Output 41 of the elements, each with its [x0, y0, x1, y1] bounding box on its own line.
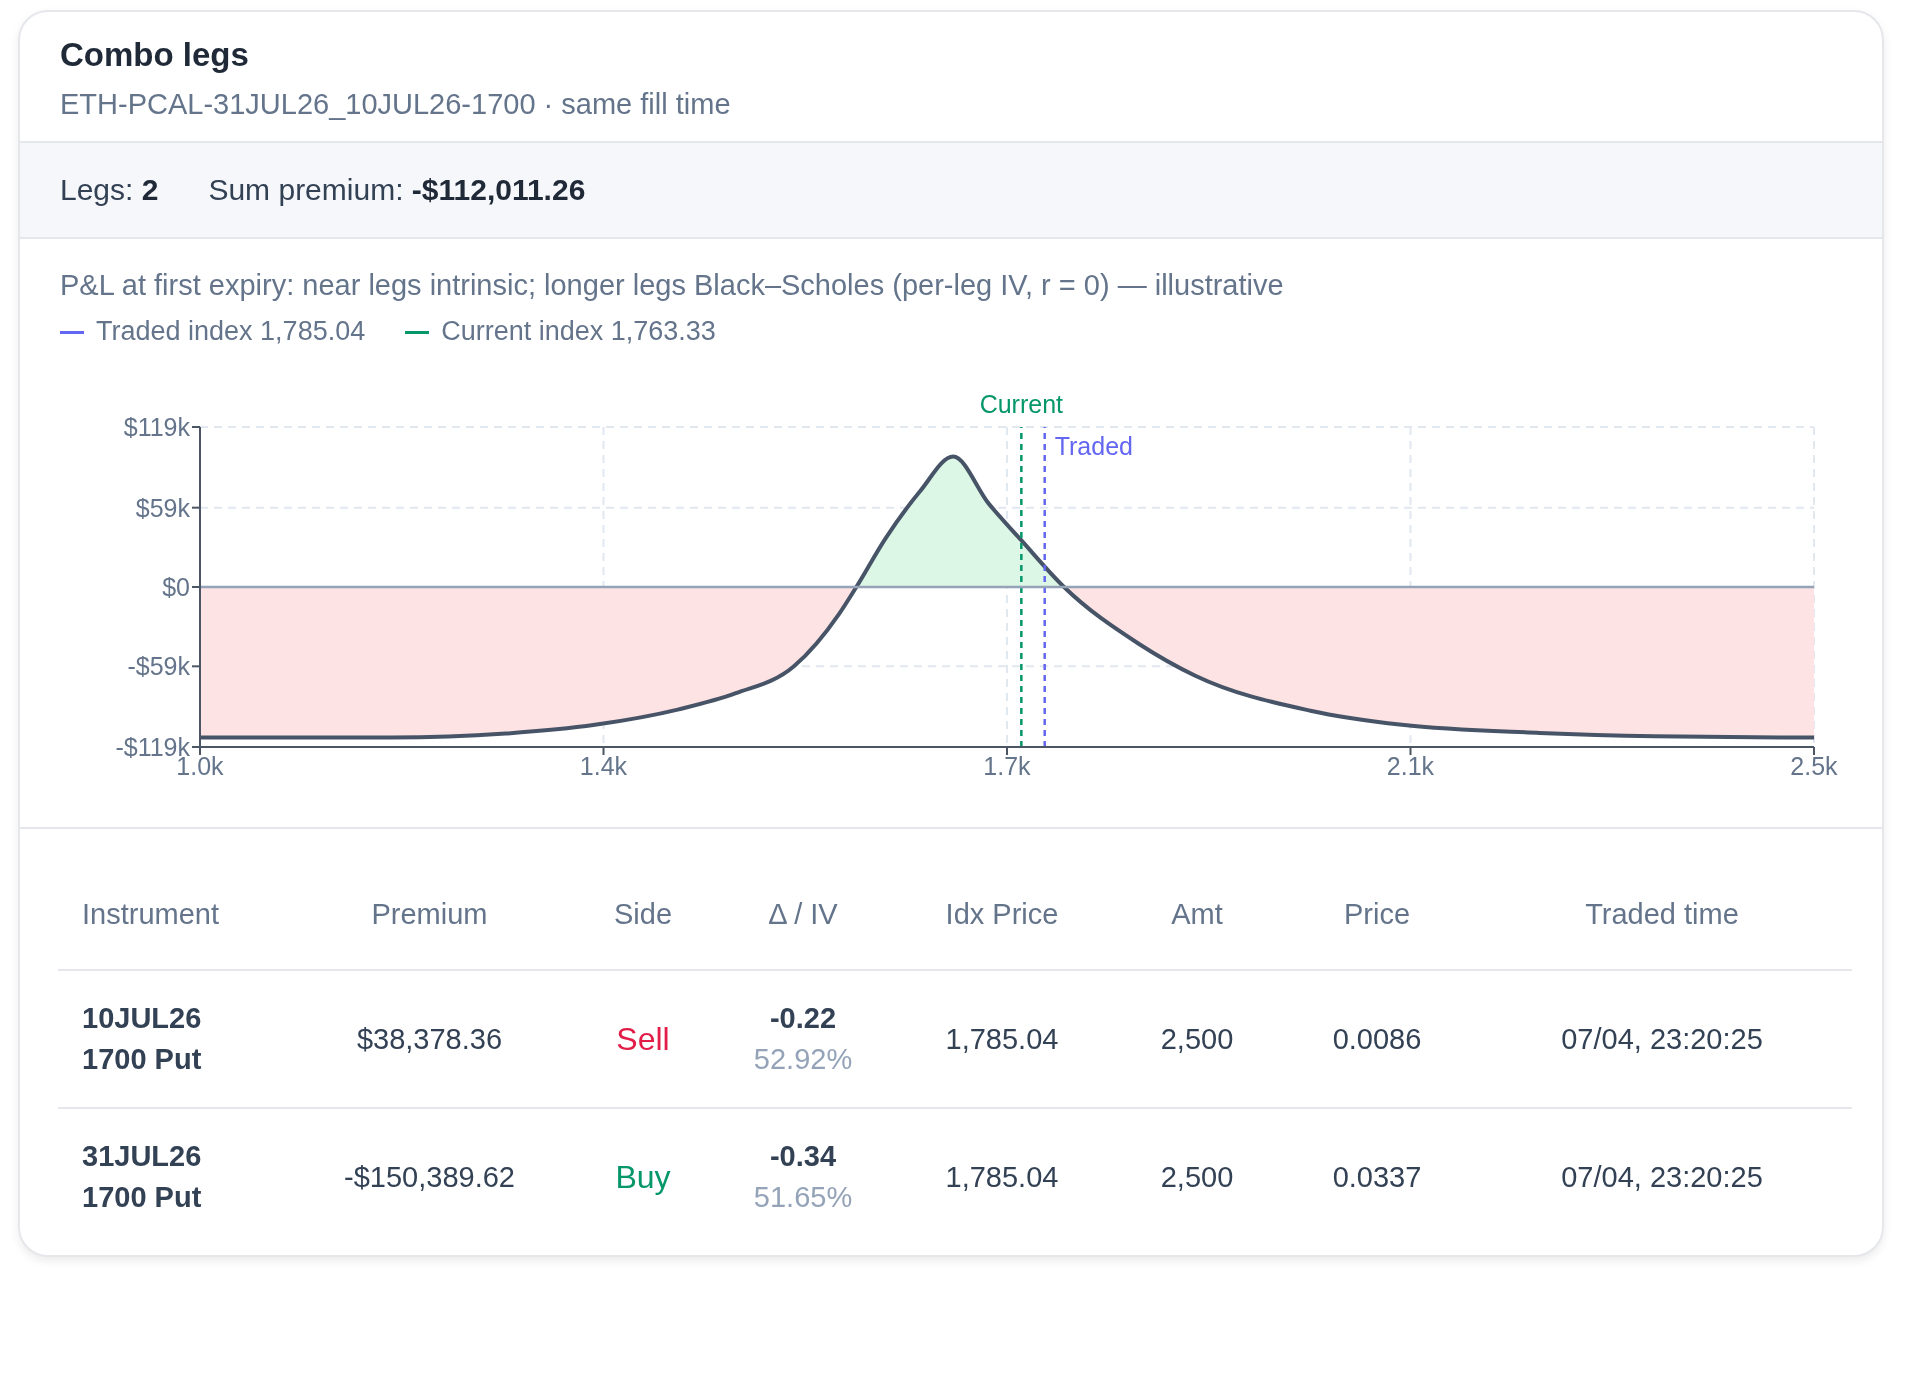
text: Amt — [1170, 896, 1224, 932]
text: Premium — [370, 896, 489, 932]
chart-subtitle: ETH-PCAL-31JUL26_10JUL26-1700 · same fill time — [60, 88, 732, 121]
text: Price — [1342, 896, 1412, 932]
text: 07/04, 23:20:25 — [1560, 1021, 1764, 1057]
text: Current index 1,763.33 — [440, 316, 716, 347]
text: 0.0086 — [1331, 1021, 1423, 1057]
text: Sum premium: -$112,011.26 — [208, 173, 586, 206]
text: 1,785.04 — [944, 1021, 1060, 1057]
ref-line-label: Current — [979, 390, 1064, 418]
ref-line-label: Traded — [1054, 431, 1133, 460]
text: Legs: 2 — [60, 173, 159, 206]
x-tick-label: 2.5k — [1790, 751, 1839, 780]
y-tick-label: $0 — [162, 572, 190, 601]
text: -$150,389.62 — [343, 1159, 516, 1195]
y-tick-label: -$59k — [127, 652, 191, 681]
text: 07/04, 23:20:25 — [1560, 1159, 1764, 1195]
text: Buy — [614, 1157, 672, 1197]
x-tick-label: 1.7k — [983, 751, 1032, 780]
text: Traded time — [1584, 896, 1740, 932]
text: Δ / IV — [767, 896, 839, 932]
text: -0.34 51.65% — [752, 1139, 854, 1215]
text: Side — [612, 896, 673, 932]
text: 31JUL26 1700 Put — [82, 1139, 203, 1215]
y-tick-label: $59k — [135, 493, 191, 522]
text: $38,378.36 — [355, 1021, 504, 1057]
text: Sell — [615, 1019, 671, 1059]
x-tick-label: 2.1k — [1386, 751, 1435, 780]
y-tick-label: $119k — [123, 412, 191, 441]
text: Idx Price — [944, 896, 1060, 932]
x-tick-label: 1.4k — [579, 751, 628, 780]
text: Instrument — [82, 896, 220, 932]
text: P&L at first expiry: near legs intrinsic; longer legs Black–Scholes (per-leg IV, r = 0) — illustrative — [59, 268, 1285, 302]
text: 2,500 — [1159, 1159, 1235, 1195]
text: Traded index 1,785.04 — [95, 316, 366, 347]
text: -0.22 52.92% — [752, 1001, 854, 1077]
text: 1,785.04 — [944, 1159, 1060, 1195]
text: 2,500 — [1159, 1021, 1235, 1057]
text: 10JUL26 1700 Put — [82, 1001, 203, 1077]
text: 0.0337 — [1331, 1159, 1423, 1195]
chart-title: Combo legs — [60, 36, 250, 74]
